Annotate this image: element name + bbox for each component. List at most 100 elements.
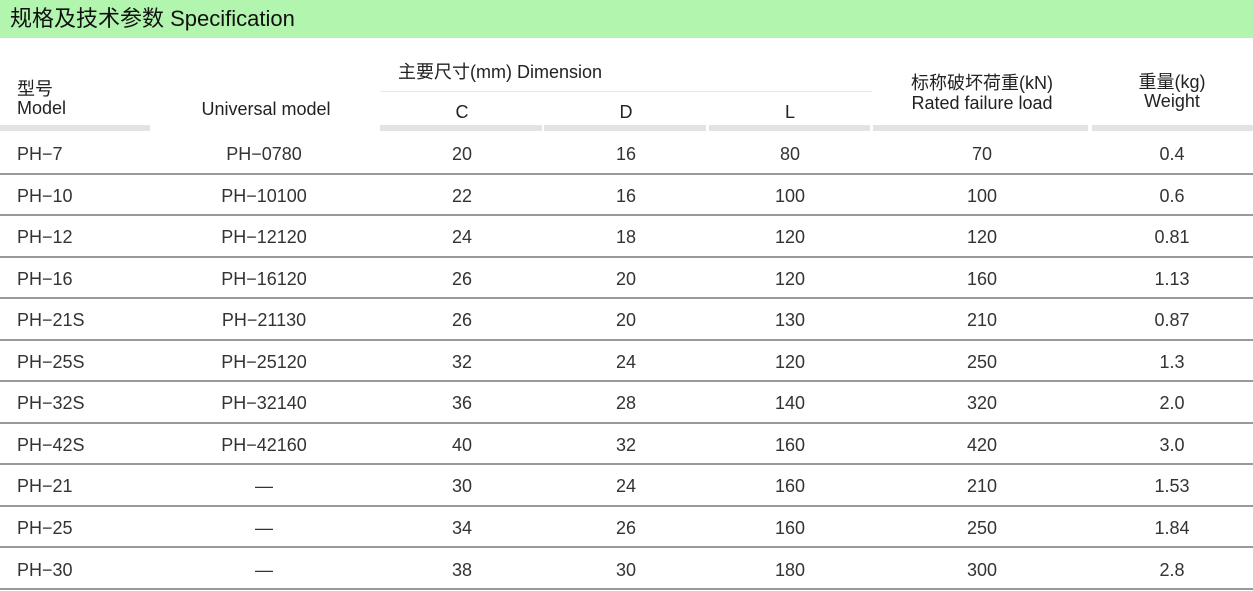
cell-rated-failure-load: 210 xyxy=(966,476,998,497)
table-row: PH−12 PH−12120 24 18 120 120 0.81 xyxy=(0,216,1253,258)
cell-weight: 0.6 xyxy=(1159,185,1185,206)
header-c: C xyxy=(455,102,469,122)
cell-universal-model: PH−0780 xyxy=(226,144,302,164)
cell-dim-l: 120 xyxy=(774,351,806,372)
cell-dim-c: 32 xyxy=(451,351,473,372)
header-load-cn: 标称破坏荷重(kN) xyxy=(911,73,1053,93)
cell-weight: 1.53 xyxy=(1154,476,1190,497)
cell-rated-failure-load: 320 xyxy=(966,393,998,414)
cell-dim-d: 28 xyxy=(615,393,637,414)
cell-dim-l: 130 xyxy=(774,310,806,331)
table-row: PH−21 — 30 24 160 210 1.53 xyxy=(0,465,1253,507)
header-load-en: Rated failure load xyxy=(911,93,1053,113)
cell-model: PH−16 xyxy=(17,268,73,289)
cell-rated-failure-load: 210 xyxy=(966,310,998,331)
cell-model: PH−10 xyxy=(17,185,73,206)
table-row: PH−42S PH−42160 40 32 160 420 3.0 xyxy=(0,424,1253,466)
header-underline xyxy=(709,125,870,131)
header-dimension: 主要尺寸(mm) Dimension xyxy=(397,62,602,82)
header-underline xyxy=(380,125,542,131)
table-row: PH−25S PH−25120 32 24 120 250 1.3 xyxy=(0,341,1253,383)
cell-dim-d: 32 xyxy=(615,434,637,455)
cell-dim-c: 30 xyxy=(451,476,473,497)
cell-dim-d: 26 xyxy=(615,517,637,538)
header-model-en: Model xyxy=(17,98,67,118)
cell-dim-d: 30 xyxy=(615,559,637,580)
cell-model: PH−25S xyxy=(17,351,85,372)
header-underline xyxy=(544,125,706,131)
cell-universal-model: — xyxy=(255,559,273,580)
cell-universal-model: — xyxy=(255,476,273,497)
cell-dim-l: 160 xyxy=(774,476,806,497)
header-weight-cn: 重量(kg) xyxy=(1138,72,1206,92)
cell-universal-model: PH−16120 xyxy=(221,268,307,289)
section-title-banner: 规格及技术参数 Specification xyxy=(0,0,1253,38)
header-model-cn: 型号 xyxy=(17,79,53,99)
cell-dim-c: 24 xyxy=(451,227,473,248)
header-weight-en: Weight xyxy=(1144,91,1200,111)
cell-model: PH−32S xyxy=(17,393,85,414)
cell-dim-d: 16 xyxy=(615,144,637,164)
cell-dim-c: 40 xyxy=(451,434,473,455)
cell-dim-l: 160 xyxy=(774,517,806,538)
cell-dim-c: 34 xyxy=(451,517,473,538)
cell-dim-d: 24 xyxy=(615,351,637,372)
cell-dim-l: 180 xyxy=(774,559,806,580)
table-row: PH−32S PH−32140 36 28 140 320 2.0 xyxy=(0,382,1253,424)
cell-dim-l: 140 xyxy=(774,393,806,414)
table-row: PH−21S PH−21130 26 20 130 210 0.87 xyxy=(0,299,1253,341)
cell-model: PH−21 xyxy=(17,476,73,497)
table-row: PH−16 PH−16120 26 20 120 160 1.13 xyxy=(0,258,1253,300)
cell-dim-d: 20 xyxy=(615,310,637,331)
cell-weight: 0.87 xyxy=(1154,310,1190,331)
cell-rated-failure-load: 160 xyxy=(966,268,998,289)
cell-universal-model: — xyxy=(255,517,273,538)
cell-dim-l: 120 xyxy=(774,227,806,248)
cell-universal-model: PH−10100 xyxy=(221,185,307,206)
cell-dim-l: 80 xyxy=(779,144,801,164)
header-universal-model: Universal model xyxy=(201,99,331,119)
header-l: L xyxy=(784,102,795,122)
cell-weight: 1.13 xyxy=(1154,268,1190,289)
cell-dim-c: 22 xyxy=(451,185,473,206)
cell-model: PH−25 xyxy=(17,517,73,538)
cell-dim-c: 26 xyxy=(451,310,473,331)
header-underline xyxy=(873,125,1088,131)
cell-rated-failure-load: 250 xyxy=(966,517,998,538)
cell-model: PH−7 xyxy=(17,144,63,164)
cell-dim-c: 36 xyxy=(451,393,473,414)
cell-dim-l: 160 xyxy=(774,434,806,455)
cell-model: PH−30 xyxy=(17,559,73,580)
cell-weight: 1.84 xyxy=(1154,517,1190,538)
cell-weight: 2.8 xyxy=(1159,559,1185,580)
cell-weight: 1.3 xyxy=(1159,351,1185,372)
cell-universal-model: PH−21130 xyxy=(221,310,307,331)
header-d: D xyxy=(619,102,633,122)
cell-weight: 3.0 xyxy=(1159,434,1185,455)
header-underline xyxy=(0,125,150,131)
cell-model: PH−42S xyxy=(17,434,85,455)
cell-dim-d: 16 xyxy=(615,185,637,206)
table-row: PH−30 — 38 30 180 300 2.8 xyxy=(0,549,1253,590)
cell-rated-failure-load: 100 xyxy=(966,185,998,206)
table-row: PH−25 — 34 26 160 250 1.84 xyxy=(0,507,1253,549)
cell-universal-model: PH−32140 xyxy=(221,393,307,414)
cell-weight: 0.4 xyxy=(1159,144,1185,164)
cell-rated-failure-load: 250 xyxy=(966,351,998,372)
cell-dim-d: 18 xyxy=(615,227,637,248)
cell-universal-model: PH−12120 xyxy=(221,227,307,248)
cell-rated-failure-load: 420 xyxy=(966,434,998,455)
header-underline xyxy=(1092,125,1253,131)
cell-rated-failure-load: 70 xyxy=(971,144,993,164)
cell-dim-c: 38 xyxy=(451,559,473,580)
cell-rated-failure-load: 120 xyxy=(966,227,998,248)
cell-dim-l: 100 xyxy=(774,185,806,206)
cell-model: PH−12 xyxy=(17,227,73,248)
cell-dim-d: 20 xyxy=(615,268,637,289)
table-row: PH−10 PH−10100 22 16 100 100 0.6 xyxy=(0,175,1253,217)
cell-dim-c: 20 xyxy=(451,144,473,164)
cell-universal-model: PH−25120 xyxy=(221,351,307,372)
cell-dim-l: 120 xyxy=(774,268,806,289)
cell-weight: 0.81 xyxy=(1154,227,1190,248)
table-row: PH−7 PH−0780 20 16 80 70 0.4 xyxy=(0,133,1253,175)
